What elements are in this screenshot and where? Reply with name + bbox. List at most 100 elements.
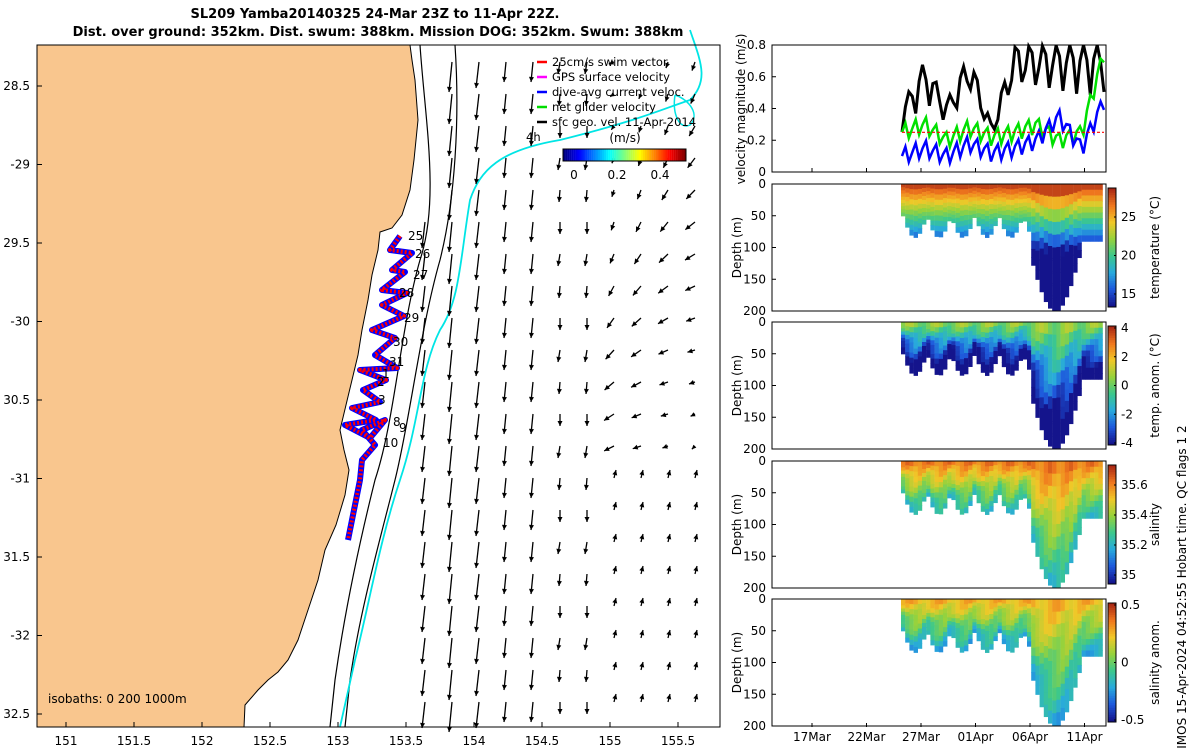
section-cell bbox=[1077, 366, 1082, 375]
section-cell bbox=[1056, 246, 1061, 261]
section-cell bbox=[972, 204, 977, 208]
section-cell bbox=[1090, 350, 1095, 357]
cbar-cell bbox=[1108, 481, 1116, 485]
section-cell bbox=[959, 184, 965, 190]
section-cell bbox=[943, 489, 948, 495]
section-cell bbox=[1027, 479, 1032, 486]
section-cell bbox=[905, 461, 910, 466]
day-label: 8 bbox=[393, 415, 401, 429]
section-cell bbox=[926, 620, 931, 625]
section-cell bbox=[1022, 202, 1028, 207]
section-cell bbox=[909, 194, 914, 200]
section-cell bbox=[1006, 645, 1011, 652]
cbar-cell bbox=[1108, 259, 1116, 263]
current-arrow bbox=[583, 61, 589, 75]
section-cell bbox=[1090, 224, 1095, 231]
section-cell bbox=[926, 468, 931, 473]
section-cell bbox=[1056, 699, 1061, 713]
section-cell bbox=[1085, 466, 1091, 474]
lon-tick-label: 154 bbox=[463, 734, 486, 748]
section-cell bbox=[1094, 483, 1099, 491]
section-cell bbox=[1052, 700, 1057, 714]
current-arrow bbox=[687, 348, 696, 354]
section-cell bbox=[964, 230, 969, 237]
section-cell bbox=[1014, 322, 1019, 328]
section-cell bbox=[1031, 362, 1036, 372]
section-cell bbox=[1056, 712, 1061, 726]
section-cell bbox=[917, 608, 923, 615]
section-cell bbox=[1056, 498, 1061, 512]
section-cell bbox=[938, 358, 944, 365]
section-cell bbox=[968, 192, 973, 198]
section-cell bbox=[976, 465, 981, 470]
section-cell bbox=[1056, 221, 1061, 235]
section-cell bbox=[1027, 322, 1032, 328]
cbar-cell bbox=[1108, 366, 1116, 370]
section-cell bbox=[989, 342, 994, 348]
current-arrow bbox=[529, 509, 534, 531]
section-cell bbox=[934, 471, 939, 478]
section-cell bbox=[934, 342, 939, 349]
cbar-cell bbox=[1108, 624, 1116, 628]
section-cell bbox=[993, 326, 998, 331]
vel-tick-label: 0 bbox=[758, 165, 766, 179]
section-cell bbox=[930, 608, 935, 614]
section-cell bbox=[913, 492, 918, 499]
section-cell bbox=[1060, 485, 1065, 498]
section-cell bbox=[1022, 606, 1028, 611]
section-cell bbox=[1014, 346, 1019, 352]
section-cell bbox=[1018, 468, 1023, 474]
section-cell bbox=[1043, 207, 1049, 220]
cbar-cell bbox=[1108, 512, 1116, 516]
section-cell bbox=[1027, 193, 1032, 199]
current-arrow bbox=[665, 61, 670, 69]
section-cell bbox=[1035, 527, 1040, 538]
section-cell bbox=[926, 492, 931, 497]
cbar-cell bbox=[1108, 626, 1116, 630]
section-cell bbox=[1098, 466, 1103, 474]
section-cell bbox=[980, 219, 986, 225]
section-cell bbox=[964, 368, 969, 375]
section-cell bbox=[901, 483, 906, 487]
section-cell bbox=[959, 369, 965, 376]
section-cell bbox=[1081, 201, 1086, 208]
section-cell bbox=[930, 225, 935, 231]
section-cell bbox=[1094, 599, 1099, 606]
section-cell bbox=[1035, 684, 1040, 695]
section-cell bbox=[1094, 350, 1099, 357]
section-cell bbox=[1081, 616, 1086, 623]
section-cell bbox=[964, 471, 969, 478]
cbar-cell bbox=[1108, 557, 1116, 561]
section-cell bbox=[1056, 661, 1061, 676]
section-cell bbox=[1077, 220, 1082, 229]
section-cell bbox=[901, 334, 906, 339]
section-cell bbox=[947, 191, 952, 196]
section-cell bbox=[917, 346, 923, 353]
section-cell bbox=[1060, 268, 1065, 282]
section-cell bbox=[1098, 356, 1103, 363]
section-cell bbox=[1056, 259, 1061, 273]
section-cell bbox=[1001, 215, 1007, 221]
section-cell bbox=[951, 184, 956, 189]
cbar-cell bbox=[1108, 442, 1116, 446]
section-cell bbox=[1039, 685, 1044, 697]
section-cell bbox=[1085, 616, 1091, 623]
section-cell bbox=[1069, 413, 1074, 425]
cbar-cell bbox=[1108, 273, 1116, 277]
section-cell bbox=[1073, 263, 1078, 273]
current-arrow bbox=[420, 541, 426, 569]
section-cell bbox=[938, 599, 944, 605]
cbar-cell bbox=[1108, 228, 1116, 232]
section-cell bbox=[909, 491, 914, 498]
section-cell bbox=[980, 614, 986, 620]
section-cell bbox=[980, 466, 986, 472]
section-cell bbox=[930, 358, 935, 364]
section-cell bbox=[1081, 512, 1086, 519]
section-cell bbox=[1014, 336, 1019, 342]
cbar-cell bbox=[1108, 345, 1116, 348]
section-cell bbox=[1056, 611, 1061, 625]
section-cell bbox=[1060, 208, 1065, 221]
section-cell bbox=[943, 470, 948, 476]
section-cell bbox=[1064, 217, 1070, 230]
section-cell bbox=[901, 196, 906, 201]
